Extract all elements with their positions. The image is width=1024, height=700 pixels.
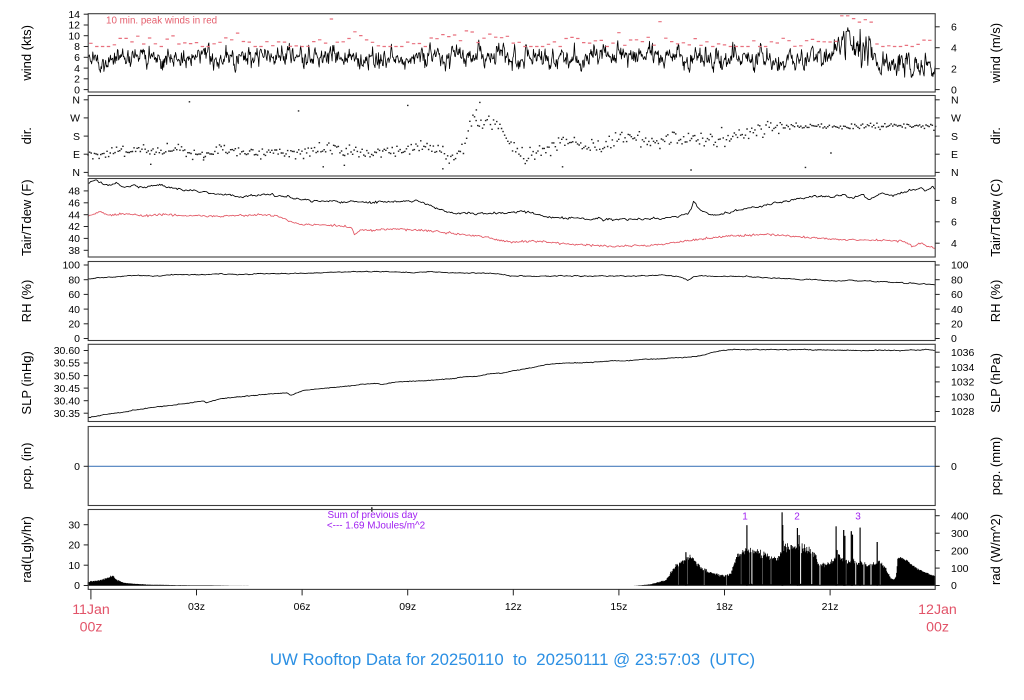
- svg-text:0: 0: [951, 333, 957, 345]
- svg-text:60: 60: [68, 289, 80, 301]
- svg-text:10: 10: [68, 560, 80, 572]
- svg-text:wind (kts): wind (kts): [19, 25, 34, 82]
- svg-text:10: 10: [68, 30, 80, 42]
- svg-text:14: 14: [68, 9, 80, 21]
- svg-text:00z: 00z: [926, 620, 949, 636]
- svg-text:80: 80: [951, 274, 963, 286]
- svg-text:38: 38: [68, 245, 80, 257]
- svg-text:03z: 03z: [188, 601, 205, 613]
- svg-text:Tair/Tdew (F): Tair/Tdew (F): [19, 179, 34, 256]
- svg-text:SLP (inHg): SLP (inHg): [19, 351, 34, 414]
- svg-text:30.60: 30.60: [54, 345, 80, 357]
- svg-text:30.50: 30.50: [54, 370, 80, 382]
- svg-text:15z: 15z: [610, 601, 627, 613]
- svg-text:100: 100: [951, 563, 969, 575]
- svg-text:E: E: [951, 149, 958, 161]
- svg-text:S: S: [73, 131, 80, 143]
- svg-text:200: 200: [951, 545, 969, 557]
- svg-text:12z: 12z: [505, 601, 522, 613]
- svg-text:pcp. (mm): pcp. (mm): [988, 437, 1003, 496]
- svg-text:0: 0: [951, 580, 957, 592]
- svg-text:400: 400: [951, 510, 969, 522]
- svg-text:1028: 1028: [951, 406, 975, 418]
- svg-text:Sum of previous day: Sum of previous day: [327, 510, 417, 521]
- svg-text:40: 40: [68, 233, 80, 245]
- svg-text:8: 8: [74, 41, 80, 53]
- svg-text:10 min. peak winds in red: 10 min. peak winds in red: [106, 15, 217, 26]
- svg-text:40: 40: [951, 304, 963, 316]
- svg-text:N: N: [951, 167, 959, 179]
- svg-text:0: 0: [74, 333, 80, 345]
- svg-text:3: 3: [855, 512, 861, 523]
- svg-text:30: 30: [68, 519, 80, 531]
- svg-text:1034: 1034: [951, 362, 975, 374]
- svg-text:1030: 1030: [951, 391, 975, 403]
- svg-text:30.35: 30.35: [54, 408, 80, 420]
- svg-text:0: 0: [74, 84, 80, 96]
- svg-text:30.45: 30.45: [54, 383, 80, 395]
- svg-text:1032: 1032: [951, 377, 975, 389]
- svg-text:wind (m/s): wind (m/s): [988, 23, 1003, 84]
- svg-text:100: 100: [951, 260, 969, 272]
- svg-text:1036: 1036: [951, 347, 975, 359]
- svg-text:300: 300: [951, 528, 969, 540]
- svg-text:44: 44: [68, 209, 80, 221]
- svg-text:dir.: dir.: [988, 127, 1003, 144]
- svg-text:pcp. (in): pcp. (in): [19, 443, 34, 490]
- svg-text:4: 4: [74, 63, 80, 75]
- svg-text:2: 2: [74, 74, 80, 86]
- svg-text:rad(Lgly/hr): rad(Lgly/hr): [19, 516, 34, 582]
- svg-text:SLP (hPa): SLP (hPa): [988, 353, 1003, 413]
- svg-text:1: 1: [742, 512, 748, 523]
- svg-text:W: W: [951, 113, 961, 125]
- svg-text:21z: 21z: [822, 601, 839, 613]
- svg-text:<--- 1.69 MJoules/m^2: <--- 1.69 MJoules/m^2: [327, 521, 425, 532]
- svg-text:20: 20: [68, 540, 80, 552]
- svg-text:E: E: [73, 149, 80, 161]
- svg-text:W: W: [70, 113, 80, 125]
- svg-text:0: 0: [951, 461, 957, 473]
- svg-text:0: 0: [74, 580, 80, 592]
- svg-text:20: 20: [68, 319, 80, 331]
- svg-text:06z: 06z: [294, 601, 311, 613]
- svg-text:6: 6: [951, 22, 957, 34]
- svg-text:30.55: 30.55: [54, 358, 80, 370]
- svg-text:4: 4: [951, 42, 957, 54]
- svg-text:00z: 00z: [80, 620, 103, 636]
- svg-text:0: 0: [951, 84, 957, 96]
- svg-text:12Jan: 12Jan: [918, 602, 957, 618]
- svg-text:0: 0: [74, 461, 80, 473]
- svg-text:RH (%): RH (%): [19, 280, 34, 323]
- svg-text:N: N: [72, 95, 80, 107]
- svg-text:S: S: [951, 131, 958, 143]
- svg-text:46: 46: [68, 198, 80, 210]
- svg-text:2: 2: [794, 512, 800, 523]
- svg-text:Tair/Tdew (C): Tair/Tdew (C): [988, 179, 1003, 257]
- svg-text:30.40: 30.40: [54, 395, 80, 407]
- svg-text:60: 60: [951, 289, 963, 301]
- svg-text:UW Rooftop Data for 20250110: UW Rooftop Data for 20250110 to 20250111…: [270, 650, 755, 669]
- svg-text:RH (%): RH (%): [988, 280, 1003, 323]
- svg-text:12: 12: [68, 20, 80, 32]
- svg-text:rad (W/m^2): rad (W/m^2): [988, 514, 1003, 585]
- svg-text:20: 20: [951, 319, 963, 331]
- svg-text:48: 48: [68, 186, 80, 198]
- svg-text:2: 2: [951, 63, 957, 75]
- svg-text:4: 4: [951, 238, 957, 250]
- svg-text:6: 6: [74, 52, 80, 64]
- svg-text:6: 6: [951, 217, 957, 229]
- svg-text:dir.: dir.: [19, 127, 34, 144]
- svg-text:42: 42: [68, 221, 80, 233]
- svg-text:100: 100: [62, 260, 80, 272]
- svg-text:40: 40: [68, 304, 80, 316]
- svg-text:18z: 18z: [716, 601, 733, 613]
- svg-text:N: N: [72, 167, 80, 179]
- svg-text:8: 8: [951, 195, 957, 207]
- svg-text:09z: 09z: [399, 601, 416, 613]
- svg-text:11Jan: 11Jan: [72, 602, 110, 618]
- svg-text:80: 80: [68, 274, 80, 286]
- svg-text:N: N: [951, 95, 959, 107]
